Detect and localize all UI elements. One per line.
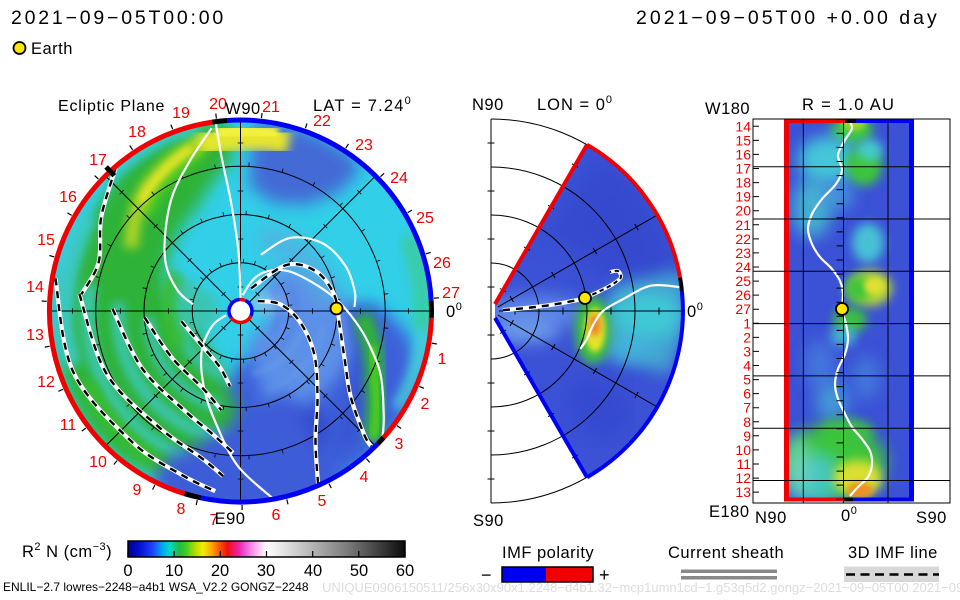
svg-text:2: 2 <box>743 329 751 345</box>
svg-text:IMF polarity: IMF polarity <box>502 544 594 562</box>
svg-text:R2 N (cm−3): R2 N (cm−3) <box>22 541 112 561</box>
svg-text:10: 10 <box>89 454 107 471</box>
svg-text:18: 18 <box>735 175 751 191</box>
svg-text:10: 10 <box>735 442 751 458</box>
svg-text:20: 20 <box>211 562 229 580</box>
svg-text:00: 00 <box>446 301 462 321</box>
svg-text:2021−09−05T00 +0.00 day: 2021−09−05T00 +0.00 day <box>636 7 940 29</box>
svg-text:E90: E90 <box>215 510 246 528</box>
svg-text:9: 9 <box>133 482 142 499</box>
svg-text:12: 12 <box>735 470 751 486</box>
svg-text:−: − <box>481 565 492 585</box>
svg-text:16: 16 <box>735 146 751 162</box>
svg-text:00: 00 <box>841 505 857 525</box>
svg-text:LAT = 7.240: LAT = 7.240 <box>313 95 412 115</box>
svg-text:3D IMF line: 3D IMF line <box>848 544 938 562</box>
svg-text:23: 23 <box>355 137 373 154</box>
svg-text:LON = 00: LON = 00 <box>537 94 613 114</box>
svg-text:R = 1.0 AU: R = 1.0 AU <box>802 96 895 114</box>
svg-text:19: 19 <box>172 105 190 122</box>
svg-text:13: 13 <box>26 327 44 344</box>
svg-text:S90: S90 <box>916 509 947 527</box>
svg-text:11: 11 <box>736 456 751 472</box>
svg-text:8: 8 <box>177 501 186 518</box>
svg-text:24: 24 <box>735 259 751 275</box>
svg-text:3: 3 <box>395 436 404 453</box>
svg-text:21: 21 <box>735 217 751 233</box>
svg-text:Current sheath: Current sheath <box>668 544 784 562</box>
svg-text:UNIQUE0906150511/256x30x90x1.2: UNIQUE0906150511/256x30x90x1.2248−d4b1.3… <box>322 580 960 595</box>
svg-text:30: 30 <box>257 562 275 580</box>
svg-text:25: 25 <box>416 210 434 227</box>
svg-text:27: 27 <box>442 285 460 302</box>
svg-text:17: 17 <box>735 161 751 177</box>
svg-text:20: 20 <box>209 96 227 113</box>
svg-text:1: 1 <box>438 351 447 368</box>
svg-text:26: 26 <box>735 287 751 303</box>
svg-text:25: 25 <box>735 273 751 289</box>
svg-text:E180: E180 <box>709 503 750 521</box>
svg-text:26: 26 <box>433 255 451 272</box>
svg-text:16: 16 <box>59 189 77 206</box>
svg-text:7: 7 <box>743 400 751 416</box>
svg-text:00: 00 <box>687 301 703 321</box>
svg-text:27: 27 <box>735 301 751 317</box>
svg-text:6: 6 <box>272 507 281 524</box>
svg-text:4: 4 <box>743 358 751 374</box>
svg-text:ENLIL−2.7 lowres−2248−a4b1 WSA: ENLIL−2.7 lowres−2248−a4b1 WSA_V2.2 GONG… <box>3 580 309 594</box>
svg-text:N90: N90 <box>755 509 787 527</box>
svg-text:8: 8 <box>743 414 751 430</box>
svg-text:7: 7 <box>210 512 219 529</box>
svg-text:18: 18 <box>128 124 146 141</box>
svg-text:W180: W180 <box>705 100 750 118</box>
svg-text:20: 20 <box>735 203 751 219</box>
svg-text:5: 5 <box>743 372 751 388</box>
svg-text:0: 0 <box>123 562 132 580</box>
svg-text:14: 14 <box>735 118 751 134</box>
svg-text:19: 19 <box>735 189 751 205</box>
svg-text:40: 40 <box>304 562 322 580</box>
svg-text:4: 4 <box>360 469 369 486</box>
svg-text:N90: N90 <box>472 96 504 114</box>
svg-text:14: 14 <box>26 279 44 296</box>
svg-text:22: 22 <box>313 113 331 130</box>
svg-text:60: 60 <box>396 562 414 580</box>
svg-text:S90: S90 <box>473 512 504 530</box>
svg-text:12: 12 <box>37 374 55 391</box>
svg-text:5: 5 <box>318 493 327 510</box>
svg-text:1: 1 <box>743 315 751 331</box>
svg-text:3: 3 <box>743 343 751 359</box>
svg-text:9: 9 <box>743 428 751 444</box>
svg-text:W90: W90 <box>225 100 260 118</box>
svg-text:2021−09−05T00:00: 2021−09−05T00:00 <box>11 7 226 29</box>
svg-text:+: + <box>599 565 610 585</box>
svg-text:50: 50 <box>350 562 368 580</box>
svg-text:21: 21 <box>262 99 280 116</box>
svg-text:10: 10 <box>165 562 183 580</box>
svg-text:22: 22 <box>735 231 751 247</box>
svg-text:2: 2 <box>421 396 430 413</box>
svg-text:13: 13 <box>735 484 751 500</box>
svg-text:11: 11 <box>60 417 77 434</box>
svg-text:15: 15 <box>37 232 55 249</box>
svg-text:15: 15 <box>735 132 751 148</box>
svg-text:23: 23 <box>735 245 751 261</box>
svg-text:17: 17 <box>89 152 107 169</box>
svg-text:6: 6 <box>743 386 751 402</box>
svg-text:24: 24 <box>390 170 408 187</box>
svg-text:Ecliptic Plane: Ecliptic Plane <box>58 98 165 115</box>
svg-text:Earth: Earth <box>31 40 73 58</box>
